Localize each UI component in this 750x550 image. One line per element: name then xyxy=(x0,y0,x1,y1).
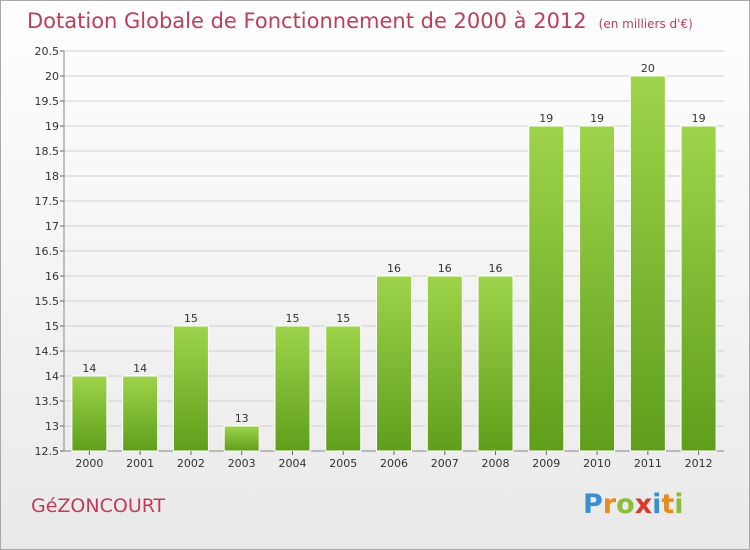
x-tick-label: 2001 xyxy=(126,457,154,470)
data-label: 13 xyxy=(235,412,249,425)
y-tick-label: 13 xyxy=(45,420,59,433)
data-label: 15 xyxy=(285,312,299,325)
x-tick-label: 2007 xyxy=(431,457,459,470)
x-tick-label: 2009 xyxy=(532,457,560,470)
y-tick-label: 18 xyxy=(45,170,59,183)
x-tick-label: 2010 xyxy=(583,457,611,470)
y-tick-label: 20.5 xyxy=(35,45,60,58)
bar xyxy=(528,125,565,452)
y-tick-label: 20 xyxy=(45,70,59,83)
y-tick-label: 19 xyxy=(45,120,59,133)
logo-letter: i xyxy=(674,489,684,520)
y-tick-label: 16.5 xyxy=(35,245,60,258)
y-tick-label: 14 xyxy=(45,370,59,383)
bar xyxy=(223,425,260,452)
bar xyxy=(376,275,412,452)
bar xyxy=(172,325,209,452)
proxiti-logo: Proxiti xyxy=(583,489,684,520)
bar xyxy=(122,375,159,452)
logo-letter: x xyxy=(634,489,653,520)
y-tick-label: 19.5 xyxy=(35,95,60,108)
x-tick-label: 2008 xyxy=(482,457,510,470)
x-tick-label: 2005 xyxy=(329,457,357,470)
logo-letter: t xyxy=(661,489,675,520)
bar xyxy=(274,325,311,452)
x-tick-label: 2002 xyxy=(177,457,205,470)
y-tick-label: 13.5 xyxy=(35,395,60,408)
y-tick-label: 15.5 xyxy=(35,295,60,308)
data-label: 15 xyxy=(184,312,198,325)
bar xyxy=(680,125,717,452)
data-label: 20 xyxy=(641,62,655,75)
y-tick-label: 12.5 xyxy=(35,445,60,458)
bar xyxy=(325,325,362,452)
chart-unit: (en milliers d'€) xyxy=(598,17,693,31)
bar xyxy=(477,275,514,452)
y-tick-label: 16 xyxy=(45,270,59,283)
data-label: 14 xyxy=(82,362,96,375)
data-label: 19 xyxy=(590,112,604,125)
bar xyxy=(629,75,666,452)
chart-title: Dotation Globale de Fonctionnement de 20… xyxy=(27,9,693,33)
y-tick-label: 18.5 xyxy=(35,145,60,158)
logo-letter: r xyxy=(602,489,617,520)
x-tick-label: 2000 xyxy=(75,457,103,470)
logo-letter: P xyxy=(583,489,603,520)
data-label: 19 xyxy=(692,112,706,125)
y-tick-label: 17.5 xyxy=(35,195,60,208)
data-label: 19 xyxy=(539,112,553,125)
x-tick-label: 2006 xyxy=(380,457,408,470)
commune-name: GéZONCOURT xyxy=(31,495,166,517)
bar xyxy=(426,275,463,452)
y-tick-label: 17 xyxy=(45,220,59,233)
data-label: 14 xyxy=(133,362,147,375)
bar xyxy=(579,125,616,452)
x-tick-label: 2003 xyxy=(228,457,256,470)
data-label: 16 xyxy=(387,262,401,275)
chart-title-text: Dotation Globale de Fonctionnement de 20… xyxy=(27,9,587,33)
logo-letter: i xyxy=(652,489,662,520)
x-tick-label: 2004 xyxy=(278,457,306,470)
data-label: 16 xyxy=(438,262,452,275)
bar xyxy=(71,375,108,452)
data-label: 16 xyxy=(489,262,503,275)
y-tick-label: 14.5 xyxy=(35,345,60,358)
data-label: 15 xyxy=(336,312,350,325)
y-tick-label: 15 xyxy=(45,320,59,333)
x-tick-label: 2011 xyxy=(634,457,662,470)
x-tick-label: 2012 xyxy=(685,457,713,470)
logo-letter: o xyxy=(616,489,635,520)
